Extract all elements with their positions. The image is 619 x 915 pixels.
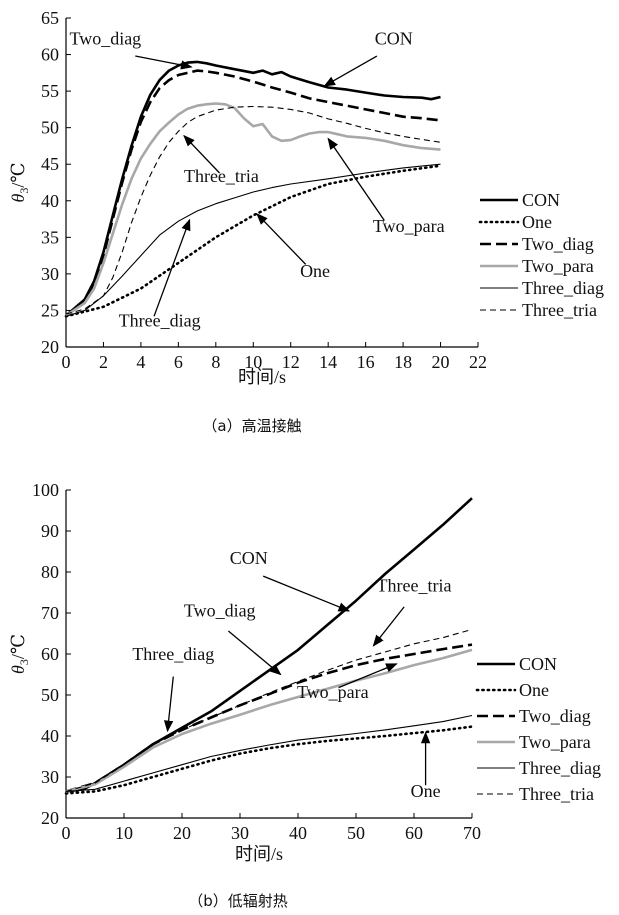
x-tick-label: 14 xyxy=(319,352,337,372)
annotation-label: Two_para xyxy=(373,216,445,236)
annotation-arrow xyxy=(153,218,191,317)
y-tick-label: 80 xyxy=(41,562,59,582)
x-tick-label: 50 xyxy=(347,823,365,843)
annotation-label: Two_diag xyxy=(184,600,256,620)
series-line-three-tria xyxy=(65,105,441,315)
legend-label: Two_para xyxy=(519,732,591,752)
x-tick-label: 40 xyxy=(289,823,307,843)
series-line-three-diag xyxy=(65,714,473,792)
y-axis-label: θ3/℃ xyxy=(8,163,31,203)
series-line-one xyxy=(64,725,474,795)
legend-label: Two_diag xyxy=(519,706,591,726)
series-line-con xyxy=(65,60,441,317)
legend-label: CON xyxy=(519,654,557,674)
annotation-label: Three_tria xyxy=(184,166,259,186)
caption-a: （a）高温接触 xyxy=(202,417,301,435)
x-tick-label: 12 xyxy=(282,352,300,372)
y-tick-label: 50 xyxy=(41,118,59,138)
annotation-label: One xyxy=(300,261,330,281)
annotation-label: CON xyxy=(375,28,413,48)
series-line-two-para xyxy=(65,102,441,317)
annotation-label: Two_para xyxy=(297,682,369,702)
y-tick-label: 35 xyxy=(41,227,59,247)
annotation-arrow xyxy=(372,606,405,647)
y-tick-label: 30 xyxy=(41,767,59,787)
annotation-label: Three_tria xyxy=(377,576,452,596)
x-tick-label: 30 xyxy=(231,823,249,843)
annotation-arrow xyxy=(135,55,193,70)
annotation-label: One xyxy=(411,781,441,801)
x-tick-label: 16 xyxy=(357,352,375,372)
y-tick-label: 40 xyxy=(41,726,59,746)
legend-label: Two_para xyxy=(522,256,594,276)
x-tick-label: 4 xyxy=(136,352,145,372)
y-tick-label: 40 xyxy=(41,191,59,211)
x-tick-label: 8 xyxy=(211,352,220,372)
y-tick-label: 25 xyxy=(41,300,59,320)
y-axis-label: θ3/℃ xyxy=(8,634,31,674)
x-tick-label: 18 xyxy=(394,352,412,372)
series-line-three-tria xyxy=(65,628,473,792)
series-line-two-diag xyxy=(65,643,473,793)
annotation-arrow xyxy=(227,630,282,676)
legend-label: One xyxy=(519,680,549,700)
caption-b: （b）低辐射热 xyxy=(188,892,288,910)
x-tick-label: 60 xyxy=(405,823,423,843)
y-tick-label: 90 xyxy=(41,521,59,541)
y-tick-label: 70 xyxy=(41,603,59,623)
legend-label: CON xyxy=(522,190,560,210)
x-axis-label: 时间/s xyxy=(238,367,286,387)
series-line-three-diag xyxy=(65,163,441,317)
series-line-two-para xyxy=(65,648,473,793)
legend-label: Two_diag xyxy=(522,234,594,254)
x-tick-label: 20 xyxy=(173,823,191,843)
x-tick-label: 10 xyxy=(244,352,262,372)
legend-label: Three_tria xyxy=(522,300,597,320)
x-tick-label: 0 xyxy=(62,352,71,372)
y-tick-label: 65 xyxy=(41,8,59,28)
legend-label: Three_diag xyxy=(519,758,601,778)
legend-label: Three_tria xyxy=(519,784,594,804)
x-axis-label: 时间/s xyxy=(235,844,283,864)
x-tick-label: 22 xyxy=(469,352,487,372)
x-tick-label: 70 xyxy=(463,823,481,843)
annotation-arrow xyxy=(256,213,307,265)
y-tick-label: 50 xyxy=(41,685,59,705)
legend-label: One xyxy=(522,212,552,232)
series-line-con xyxy=(65,497,473,793)
annotation-label: Three_diag xyxy=(119,311,201,331)
y-tick-label: 20 xyxy=(41,808,59,828)
annotation-arrow xyxy=(323,55,378,87)
annotation-arrow xyxy=(163,676,174,733)
chart-panel-b: 0 10 20 30 40 50 60 70 20 30 40 50 60 70 80 90 100 时间/s θ3… xyxy=(8,480,601,864)
series-line-one xyxy=(64,164,442,318)
y-tick-label: 60 xyxy=(41,45,59,65)
y-tick-label: 55 xyxy=(41,81,59,101)
y-tick-label: 45 xyxy=(41,154,59,174)
y-tick-label: 30 xyxy=(41,264,59,284)
x-tick-label: 6 xyxy=(174,352,183,372)
annotation-arrow xyxy=(262,575,351,612)
legend-label: Three_diag xyxy=(522,278,604,298)
y-tick-label: 60 xyxy=(41,644,59,664)
x-tick-label: 2 xyxy=(99,352,108,372)
annotation-label: Three_diag xyxy=(132,644,214,664)
annotation-label: Two_diag xyxy=(69,28,141,48)
x-tick-label: 0 xyxy=(62,823,71,843)
annotation-arrow xyxy=(183,134,221,174)
annotation-arrow xyxy=(338,663,398,689)
annotation-label: CON xyxy=(230,548,268,568)
y-tick-label: 100 xyxy=(32,480,59,500)
y-tick-label: 20 xyxy=(41,337,59,357)
chart-panel-a: 0 2 4 6 8 10 12 14 16 18 20 22 20 25 30 35 40 45 50 55 60 65 时… xyxy=(8,8,604,387)
annotation-arrow xyxy=(327,137,385,221)
x-tick-label: 20 xyxy=(432,352,450,372)
series-line-two-diag xyxy=(65,69,441,317)
x-tick-label: 10 xyxy=(115,823,133,843)
